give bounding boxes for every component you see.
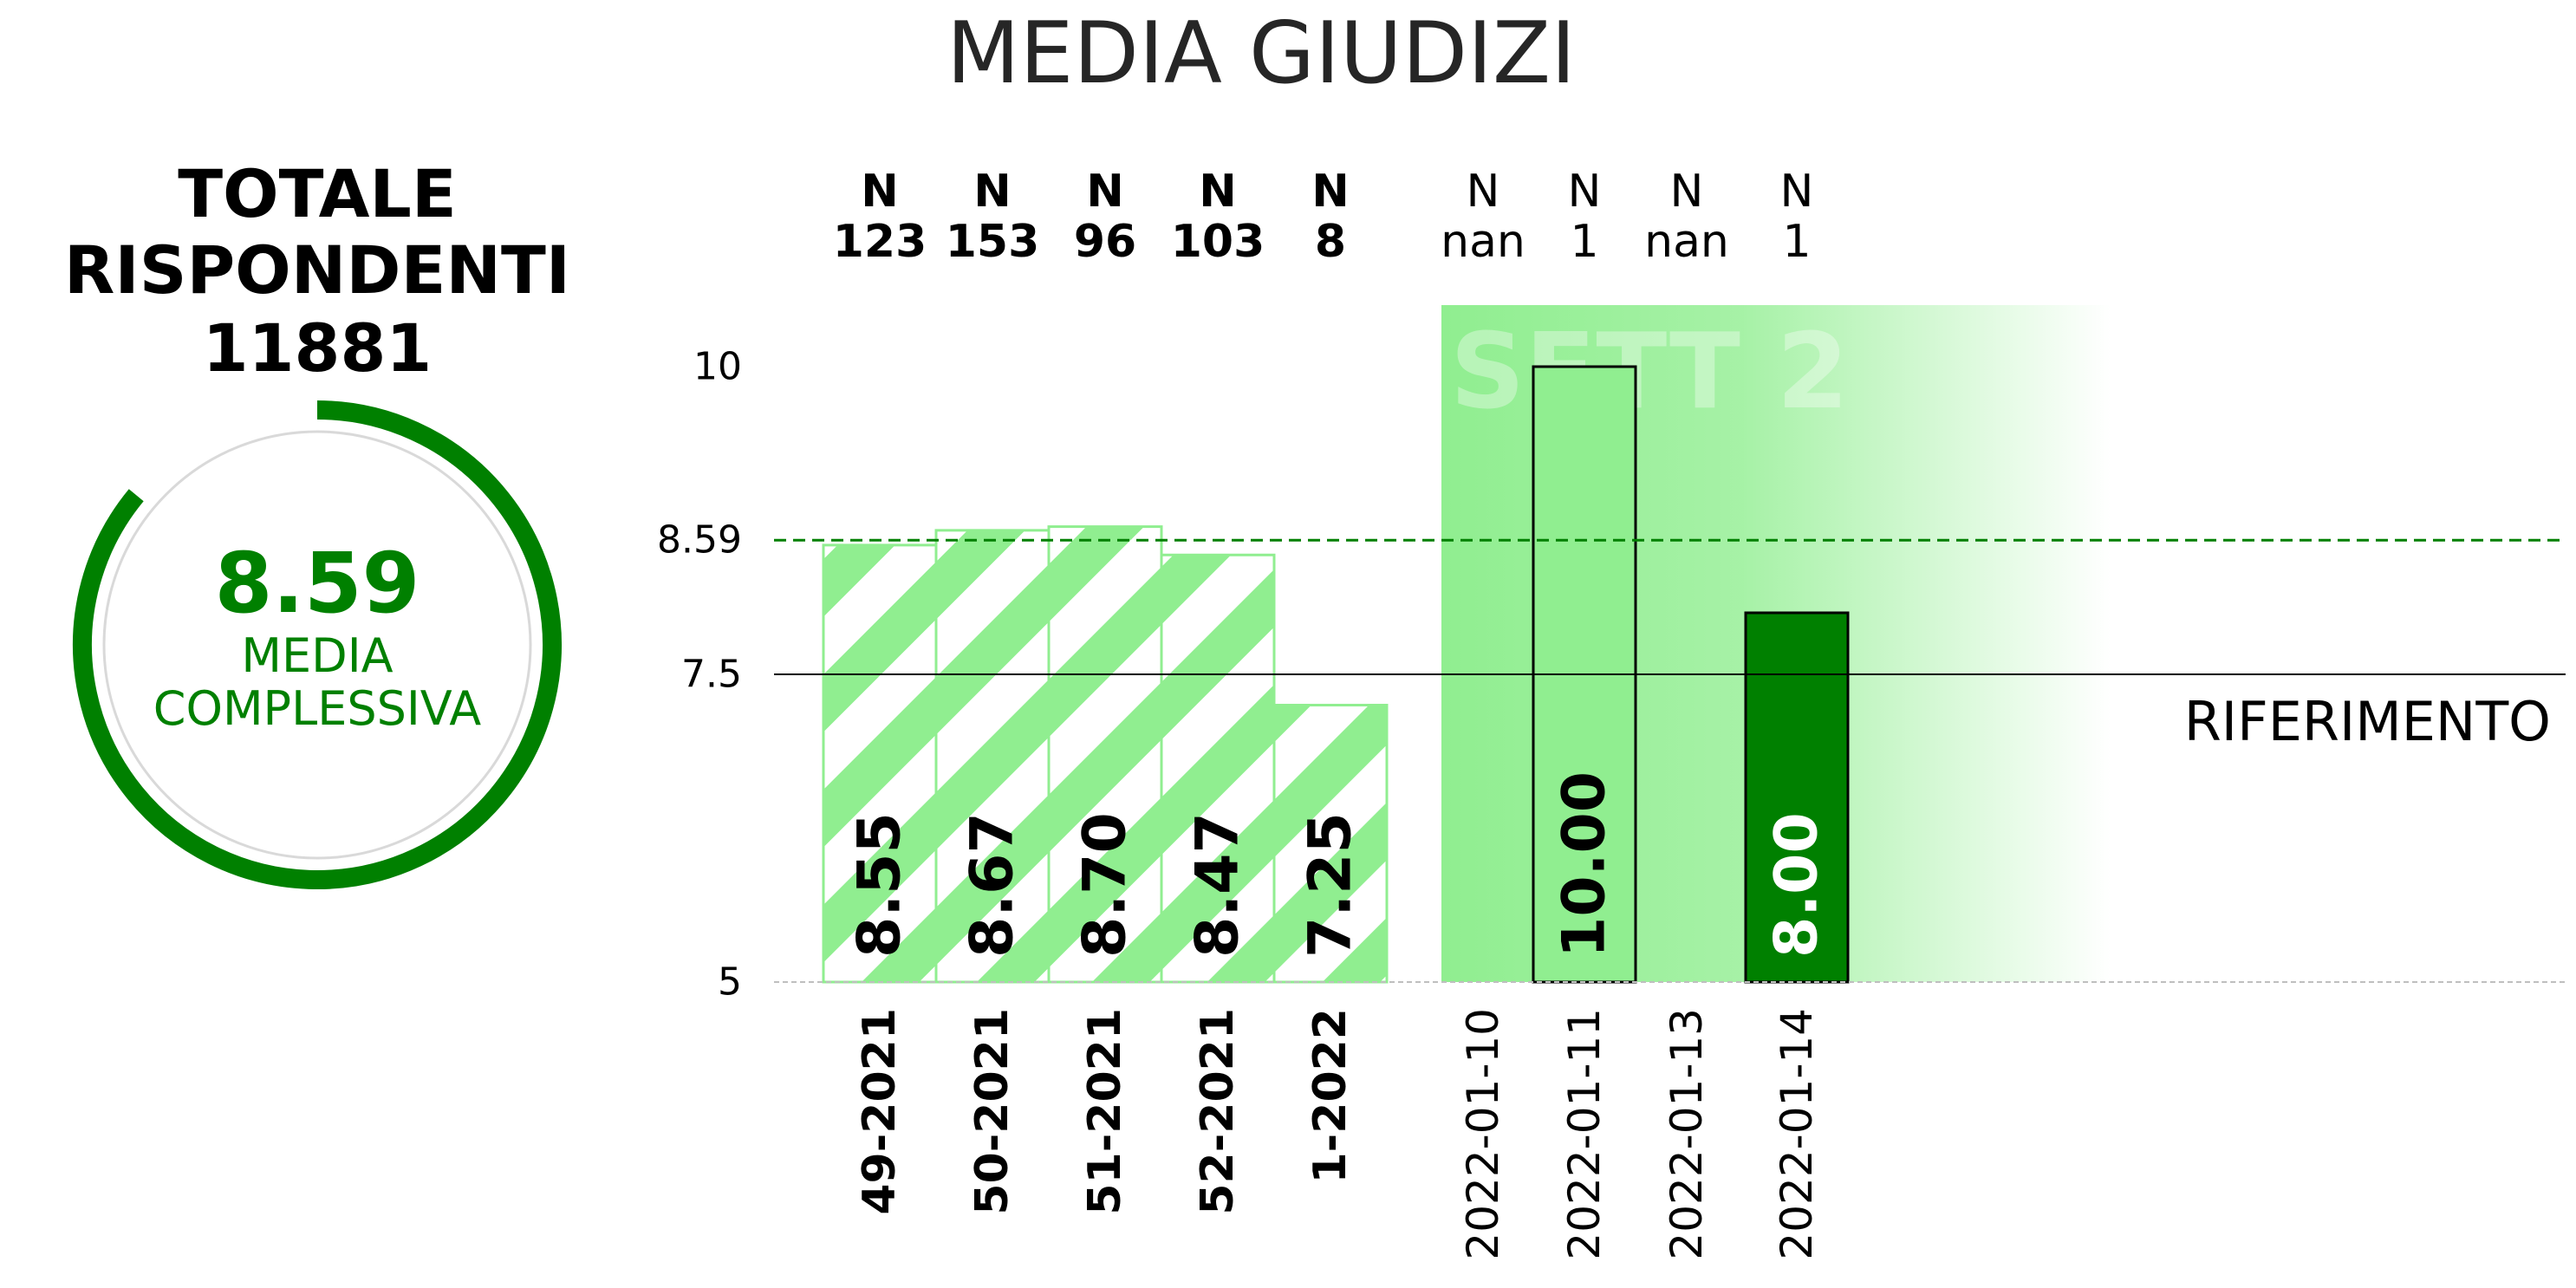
n-prefix: N (973, 166, 1012, 218)
bar-value-label: 8.67 (959, 812, 1027, 958)
n-value: 1 (1782, 216, 1811, 268)
x-tick-label: 2022-01-13 (1662, 1008, 1712, 1260)
n-value: 103 (1171, 216, 1265, 268)
average-label-line2: COMPLESSIVA (153, 681, 482, 736)
n-prefix: N (1467, 166, 1500, 218)
y-tick-label: 8.59 (657, 518, 742, 563)
n-prefix: N (1199, 166, 1237, 218)
n-value: 123 (833, 216, 927, 268)
y-tick-label: 7.5 (681, 653, 742, 697)
x-tick-label: 52-2021 (1192, 1008, 1244, 1215)
total-label-line1: TOTALE (178, 155, 457, 232)
n-value: nan (1441, 216, 1525, 268)
reference-lines: RIFERIMENTO (774, 538, 2566, 753)
n-prefix: N (861, 166, 899, 218)
n-value: 1 (1570, 216, 1598, 268)
y-tick-label: 5 (718, 960, 742, 1005)
average-label-line1: MEDIA (241, 628, 393, 683)
x-tick-label: 51-2021 (1079, 1008, 1131, 1215)
x-tick-label: 1-2022 (1304, 1008, 1356, 1184)
x-tick-label: 2022-01-14 (1772, 1008, 1822, 1260)
total-value: 11881 (203, 309, 432, 387)
n-value: 96 (1074, 216, 1136, 268)
bar-value-label: 8.00 (1763, 812, 1831, 958)
gauge-arc (73, 400, 562, 889)
bars (822, 365, 1850, 984)
n-value: nan (1644, 216, 1729, 268)
gauge-inner-circle (102, 430, 532, 860)
bar-value-label: 8.70 (1071, 812, 1140, 958)
value-labels: 8.55 8.67 8.70 8.47 7.25 10.00 8.00 (846, 771, 1831, 958)
bar-value-label: 7.25 (1297, 812, 1365, 958)
bar-value-label: 8.47 (1184, 812, 1252, 958)
bar-value-label: 8.55 (846, 812, 914, 958)
axes: N12349-2021N15350-2021N9651-2021N10352-2… (657, 166, 2566, 1260)
bar-52-2021 (1160, 553, 1276, 984)
bar-1-2022 (1272, 704, 1389, 984)
x-tick-label: 50-2021 (966, 1008, 1018, 1215)
y-tick-label: 10 (693, 345, 742, 389)
n-prefix: N (1670, 166, 1704, 218)
x-tick-label: 49-2021 (854, 1008, 906, 1215)
total-label-line2: RISPONDENTI (64, 231, 570, 309)
bar-49-2021 (822, 543, 938, 984)
n-prefix: N (1311, 166, 1350, 218)
n-prefix: N (1780, 166, 1814, 218)
x-tick-label: 2022-01-11 (1559, 1008, 1610, 1260)
bar-value-label: 10.00 (1551, 771, 1619, 958)
n-value: 8 (1315, 216, 1346, 268)
x-tick-label: 2022-01-10 (1458, 1008, 1508, 1260)
reference-label: RIFERIMENTO (2184, 690, 2551, 753)
chart-title: MEDIA GIUDIZI (946, 4, 1576, 103)
n-value: 153 (946, 216, 1040, 268)
n-prefix: N (1086, 166, 1124, 218)
average-value: 8.59 (215, 535, 420, 632)
n-prefix: N (1568, 166, 1602, 218)
week-band-label: SETT 2 (1450, 312, 1849, 433)
bar-51-2021 (1047, 525, 1163, 984)
